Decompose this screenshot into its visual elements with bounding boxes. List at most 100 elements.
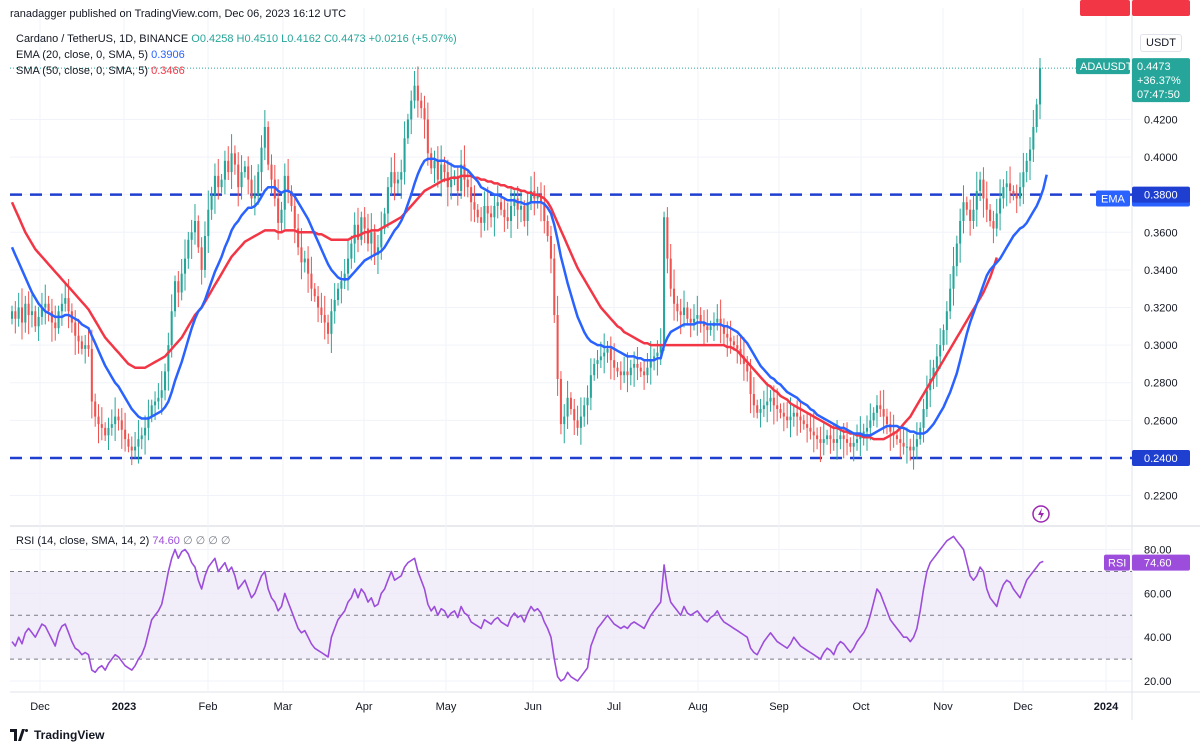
- candle-body: [383, 213, 386, 229]
- candle-body: [303, 258, 306, 263]
- candle-body: [779, 409, 782, 413]
- candle-body: [190, 232, 193, 240]
- candle-body: [483, 205, 486, 223]
- candle-body: [596, 360, 599, 364]
- candle-body: [277, 198, 280, 223]
- candle-body: [160, 390, 163, 398]
- candle-body: [613, 360, 616, 368]
- candle-body: [217, 175, 220, 188]
- candle-body: [500, 202, 503, 210]
- candle-body: [476, 209, 479, 218]
- candle-body: [406, 119, 409, 139]
- candle-body: [852, 442, 855, 447]
- time-tick-label: Sep: [769, 701, 789, 713]
- price-tick-label: 0.2200: [1144, 491, 1178, 503]
- candle-body: [307, 258, 310, 274]
- candle-body: [57, 311, 60, 329]
- candle-body: [885, 416, 888, 425]
- candle-body: [915, 439, 918, 447]
- candle-body: [80, 341, 83, 349]
- candle-body: [1009, 183, 1012, 191]
- candle-body: [999, 198, 1002, 214]
- candle-body: [310, 273, 313, 289]
- level-high-tag: 0.3800: [1144, 190, 1178, 202]
- candle-body: [90, 348, 93, 402]
- ohlc-values: O0.4258 H0.4510 L0.4162 C0.4473 +0.0216 …: [191, 33, 457, 45]
- candle-body: [965, 202, 968, 210]
- candle-body: [732, 341, 735, 346]
- tradingview-logo[interactable]: TradingView: [10, 728, 104, 742]
- candle-body: [539, 194, 543, 203]
- rsi-tag: RSI: [1108, 558, 1126, 570]
- price-tick-label: 0.2800: [1144, 378, 1178, 390]
- candle-body: [493, 205, 496, 218]
- level-low-tag: 0.2400: [1144, 453, 1178, 465]
- candle-body: [995, 213, 998, 229]
- candle-body: [346, 258, 350, 274]
- candle-body: [799, 416, 802, 421]
- candle-body: [237, 164, 240, 188]
- candle-body: [127, 439, 130, 447]
- symbol-legend[interactable]: Cardano / TetherUS, 1D, BINANCE O0.4258 …: [16, 33, 457, 45]
- candle-body: [117, 416, 120, 421]
- currency-button[interactable]: USDT: [1140, 34, 1182, 52]
- candle-body: [619, 371, 622, 376]
- candle-body: [909, 446, 912, 451]
- candle-body: [353, 224, 356, 244]
- candle-body: [809, 427, 812, 432]
- rsi-legend[interactable]: RSI (14, close, SMA, 14, 2) 74.60 ∅ ∅ ∅ …: [16, 534, 230, 547]
- candle-body: [466, 179, 469, 188]
- candle-body: [423, 108, 426, 120]
- level-high-bg: [1132, 186, 1190, 203]
- candle-body: [812, 431, 815, 436]
- candle-body: [859, 435, 862, 440]
- candle-body: [842, 435, 845, 440]
- candle-body: [486, 205, 489, 214]
- candle-body: [972, 209, 975, 222]
- candle-body: [962, 202, 965, 222]
- sma-value: 0.3466: [151, 65, 185, 77]
- candle-body: [692, 318, 696, 323]
- sma-tag-bg: [1080, 0, 1130, 16]
- sma-value-tag: 0.3466: [1144, 0, 1178, 3]
- candle-body: [529, 190, 533, 203]
- rsi-label: RSI (14, close, SMA, 14, 2): [16, 535, 150, 547]
- candle-body: [433, 160, 436, 169]
- candle-body: [686, 307, 689, 319]
- sma-legend[interactable]: SMA (50, close, 0, SMA, 5) 0.3466: [16, 65, 185, 77]
- price-tick-label: 0.3400: [1144, 265, 1178, 277]
- candle-body: [233, 153, 236, 165]
- candle-body: [177, 281, 180, 293]
- tradingview-logo-icon: [10, 729, 28, 741]
- candle-body: [1002, 187, 1005, 199]
- candle-body: [653, 356, 656, 361]
- candle-body: [230, 153, 233, 173]
- time-tick-label: Dec: [1013, 701, 1033, 713]
- candle-body: [722, 326, 725, 334]
- sma-tag: SMA:MA: [1084, 0, 1128, 3]
- candle-body: [170, 311, 173, 346]
- candle-body: [855, 439, 859, 443]
- candle-body: [942, 330, 945, 346]
- candle-body: [10, 311, 14, 319]
- ema-legend[interactable]: EMA (20, close, 0, SMA, 5) 0.3906: [16, 49, 185, 61]
- candle-body: [536, 194, 539, 199]
- candle-body: [154, 401, 157, 406]
- candle-body: [144, 427, 147, 436]
- candle-body: [183, 258, 187, 274]
- candle-body: [826, 435, 829, 440]
- candle-body: [1012, 190, 1015, 195]
- time-tick-label: Mar: [274, 701, 293, 713]
- candle-body: [220, 179, 223, 188]
- ema-tag: EMA: [1101, 193, 1126, 205]
- candle-body: [583, 405, 586, 417]
- candle-body: [257, 172, 260, 195]
- candle-body: [623, 371, 626, 376]
- candle-body: [1025, 160, 1028, 173]
- candle-body: [899, 439, 902, 443]
- candle-body: [363, 217, 366, 229]
- candle-body: [1032, 126, 1035, 150]
- candle-body: [606, 348, 609, 353]
- candle-body: [862, 431, 865, 436]
